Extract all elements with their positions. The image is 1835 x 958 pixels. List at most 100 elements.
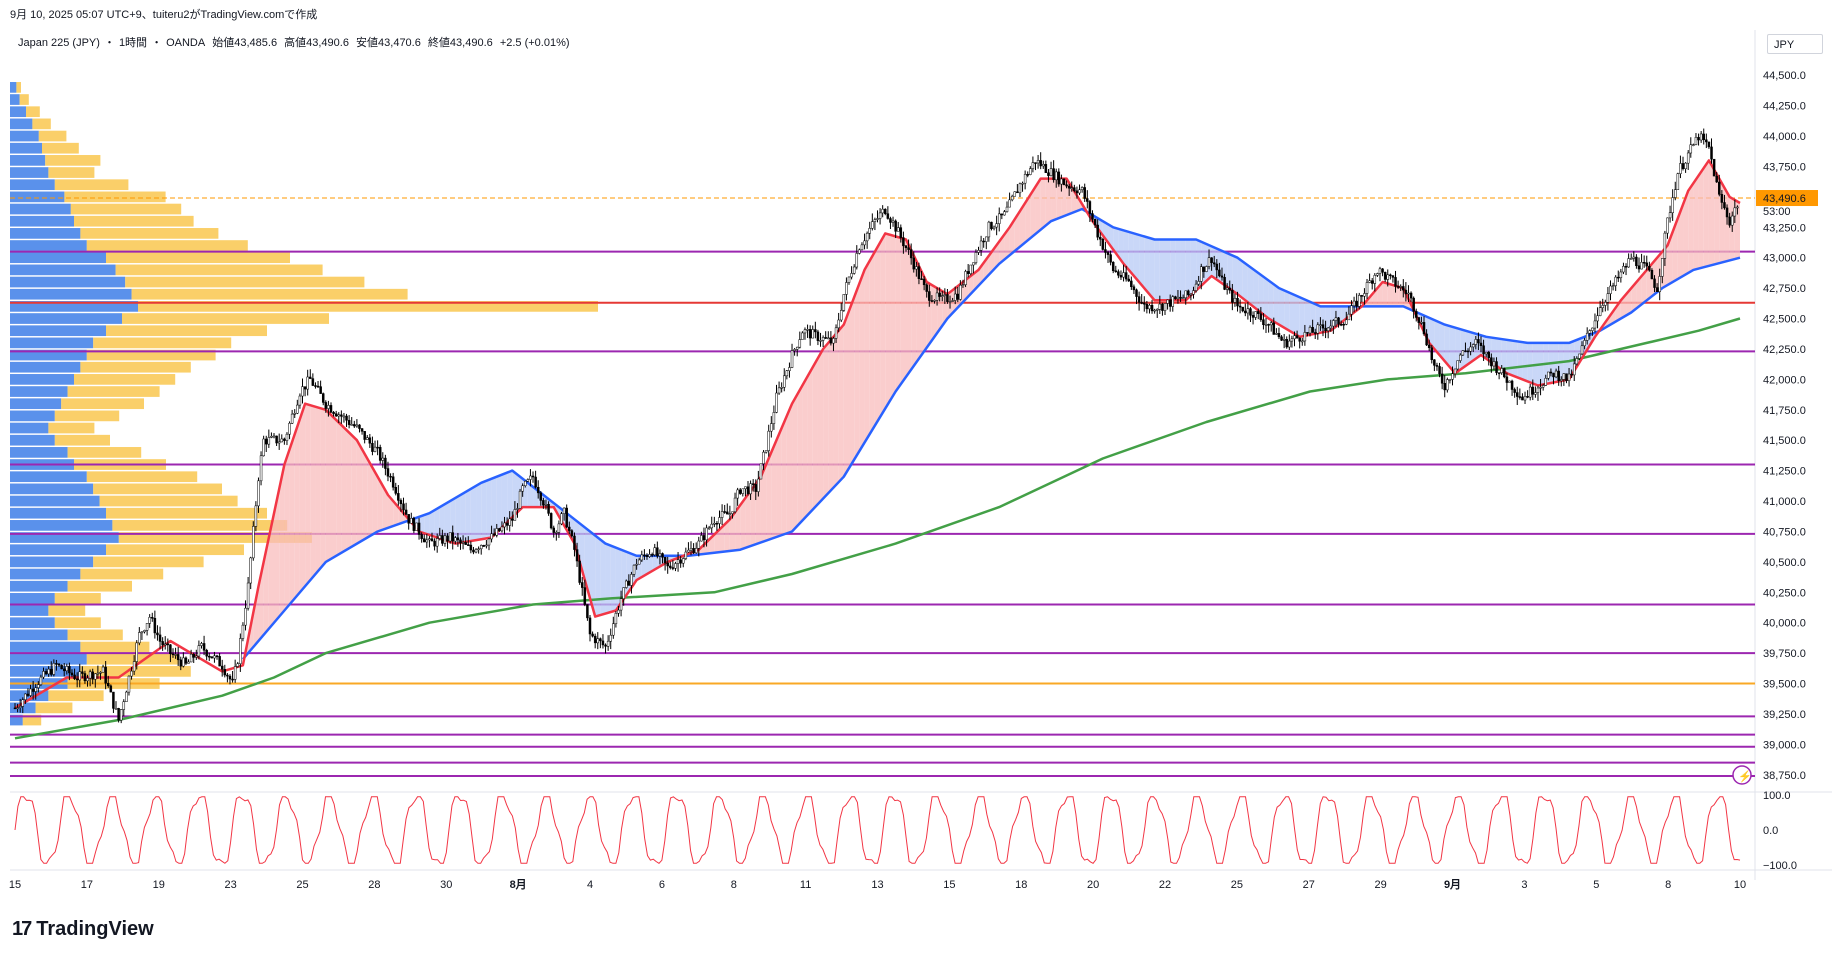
candle-body	[135, 642, 138, 662]
candle-body	[503, 522, 506, 528]
candle-body	[733, 497, 737, 513]
ma-cloud-segment	[429, 510, 435, 537]
candle-body	[1365, 282, 1369, 294]
candle-body	[1220, 275, 1224, 278]
candle-body	[1345, 319, 1348, 325]
candle-body	[492, 533, 496, 536]
tradingview-logo-text: TradingView	[36, 918, 154, 940]
candle-body	[744, 486, 747, 490]
candle-body	[511, 518, 514, 521]
ma-cloud-segment	[533, 486, 539, 508]
volume-profile-bar-up	[10, 714, 23, 726]
ma-cloud-segment	[507, 470, 513, 523]
volume-profile-bar-down	[80, 641, 150, 653]
symbol-name[interactable]: Japan 225 (JPY)	[18, 37, 100, 49]
candle-body	[715, 522, 719, 525]
ma-cloud-segment	[1662, 245, 1668, 289]
candle-body	[1585, 332, 1589, 341]
ma-cloud-segment	[600, 539, 606, 616]
candle-body	[1311, 327, 1314, 333]
date-tick-label: 9月	[1444, 878, 1461, 891]
candle-body	[829, 337, 833, 344]
candle-body	[1712, 158, 1716, 177]
ma-cloud-segment	[823, 342, 829, 499]
candle-body	[1430, 347, 1434, 360]
ma-cloud-segment	[900, 237, 906, 385]
volume-profile-bar-down	[80, 228, 219, 239]
candle-body	[1295, 335, 1299, 339]
candle-body	[1163, 303, 1167, 311]
ma-cloud-segment	[838, 324, 844, 483]
volume-profile-bar-up	[10, 106, 26, 118]
candle-body	[1414, 311, 1418, 318]
candle-body	[1617, 276, 1620, 279]
candle-body	[1179, 296, 1182, 299]
ma-cloud-segment	[444, 501, 451, 542]
candle-body	[697, 540, 701, 549]
candle-body	[189, 653, 193, 663]
date-tick-label: 3	[1521, 879, 1527, 891]
candle-body	[1044, 164, 1048, 173]
candle-body	[101, 666, 105, 673]
candle-body	[925, 284, 928, 292]
candle-body	[47, 668, 50, 675]
candle-body	[770, 423, 773, 432]
price-tick-label: 40,000.0	[1763, 618, 1806, 630]
candle-body	[935, 292, 939, 301]
candle-body	[899, 227, 903, 238]
candle-body	[946, 294, 949, 302]
ma-cloud-segment	[1460, 329, 1466, 370]
tradingview-logo[interactable]: 17 TradingView	[12, 918, 154, 941]
ma-cloud-segment	[284, 449, 290, 611]
ma-cloud-segment	[1522, 342, 1528, 382]
volume-profile-bar-down	[106, 544, 244, 556]
ma-cloud-segment	[253, 586, 259, 648]
candle-body	[425, 539, 429, 543]
candle-body	[852, 266, 856, 274]
candle-body	[1137, 296, 1141, 303]
candle-body	[487, 538, 491, 546]
candle-body	[1303, 332, 1307, 342]
candle-body	[31, 688, 35, 692]
ma-cloud-segment	[802, 376, 808, 521]
ma-cloud-segment	[481, 480, 487, 540]
candle-body	[1251, 315, 1255, 318]
symbol-interval[interactable]: 1時間	[118, 37, 148, 49]
currency-selector[interactable]: JPY	[1767, 34, 1823, 54]
candle-body	[1482, 345, 1485, 355]
ma-cloud-segment	[817, 348, 824, 505]
candle-body	[1337, 317, 1340, 325]
ma-cloud-segment	[828, 336, 834, 494]
ma-mid-line	[241, 207, 1741, 661]
candle-body	[1293, 335, 1296, 340]
candle-body	[614, 613, 618, 625]
ma-cloud-segment	[496, 474, 502, 533]
ma-cloud-segment	[833, 330, 839, 488]
volume-profile-bar-up	[10, 653, 87, 665]
candle-body	[1518, 396, 1522, 398]
candle-body	[363, 431, 366, 440]
ma-cloud-segment	[849, 297, 855, 469]
ma-cloud-segment	[812, 358, 818, 510]
candle-body	[78, 671, 82, 681]
ma-cloud-segment	[776, 428, 782, 537]
ma-cloud-segment	[792, 394, 798, 532]
candle-body	[1707, 141, 1711, 148]
candle-body	[785, 370, 789, 377]
candle-body	[1034, 162, 1037, 164]
candle-body	[1277, 333, 1281, 338]
ma-cloud-segment	[874, 242, 881, 426]
candle-body	[1127, 278, 1130, 282]
candle-body	[1003, 211, 1006, 216]
candle-body	[521, 485, 524, 492]
ohlc-low: 安値43,470.6	[356, 37, 421, 49]
candle-body	[1663, 232, 1667, 259]
candle-body	[329, 405, 333, 413]
candle-body	[995, 223, 998, 228]
candle-body	[775, 392, 778, 413]
candle-body	[876, 218, 879, 220]
ma-cloud-segment	[1626, 288, 1632, 316]
volume-profile-bar-down	[54, 179, 129, 191]
volume-profile-bar-down	[86, 240, 248, 251]
